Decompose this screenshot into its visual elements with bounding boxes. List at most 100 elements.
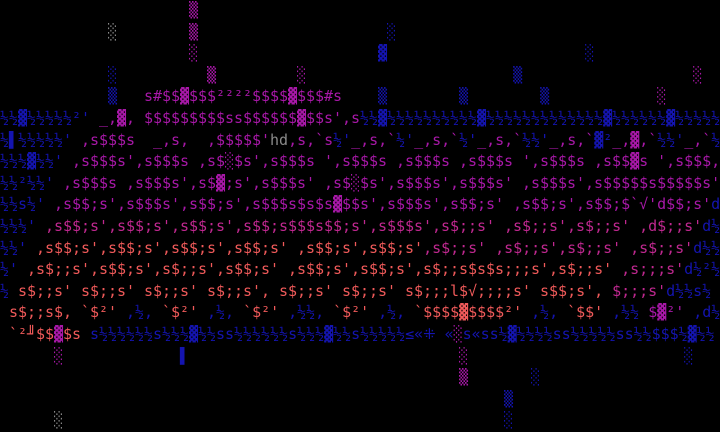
ascii-art-segment: ░	[387, 44, 595, 63]
ascii-art-segment: ½'	[396, 130, 415, 149]
ascii-art-segment: d	[711, 195, 720, 214]
ascii-art-row: ░ ▒ ░ ▒ ░	[0, 65, 702, 87]
ascii-art-row: ½ s$;;s' s$;;s' s$;;s' s$;;s', s$;;s' s$…	[0, 281, 711, 303]
ascii-art-segment: d½½s½	[666, 281, 712, 300]
ascii-art-segment: `$$$$▓$$$$²'	[405, 303, 523, 322]
ascii-art-segment: s#$$▓$$$²²²²$$$$▓$$$#s	[144, 87, 343, 106]
ascii-art-segment: d½	[702, 217, 720, 235]
ascii-art-segment: _,s,`	[414, 130, 460, 149]
ascii-art-segment: ½'	[459, 130, 478, 149]
ascii-art-segment: ░	[468, 368, 541, 387]
ascii-art-segment: ½	[0, 281, 10, 300]
ascii-art-segment: ▓	[54, 325, 64, 343]
ascii-art-row: ░ ▓ ░	[0, 43, 594, 65]
ascii-art-row: `²╜$$▓$s s½½½½½½s½½½▓½½ss½½½½½½s½½½▓½½s½…	[0, 324, 715, 346]
ascii-art-segment: ░	[522, 65, 703, 84]
ascii-art-row: ½½½▓½½' ,s$$$s',s$$$s ,s$░$s',s$$$s ',s$…	[0, 151, 720, 173]
ascii-art-segment: ½½²½½'	[0, 173, 55, 192]
ascii-art-segment: hd	[270, 130, 289, 149]
ascii-art-segment: ▒	[468, 87, 595, 106]
ascii-art-segment: ½½'	[657, 130, 685, 149]
ascii-art-segment: _,▓,`	[612, 130, 658, 149]
ascii-art-segment: ½½½'	[0, 217, 37, 235]
ascii-art-row: ▒ s#$$▓$$$²²²²$$$$▓$$$#s ▒ ▒ ▒ ░	[0, 86, 666, 108]
ascii-art-segment: ,s,`s	[288, 130, 334, 149]
ascii-art-segment: s«ss½▓½½½½ss½½½½½ss½½$$$½▓½½	[462, 325, 715, 343]
ascii-art-segment: d½²½	[684, 260, 720, 279]
ascii-art-segment: ,s$;;s' ,s$;;s',s$;;s' ,s$;;s'	[423, 238, 694, 257]
ascii-art-segment: ,½,	[117, 303, 154, 322]
ascii-art-segment: _,s,`	[549, 130, 595, 149]
ascii-art-row: ½½²½½' ,s$$$s ,s$$$s',s$▓;s',s$$$s' ,s$░…	[0, 173, 720, 195]
ascii-art-segment: $▓²'	[639, 303, 685, 322]
ascii-art-segment: ░	[198, 22, 397, 41]
ascii-art-segment: ▌	[63, 346, 190, 365]
ascii-art-segment: ,½,	[198, 303, 235, 322]
ascii-art-segment: ▒ ░	[117, 65, 307, 84]
ascii-art-segment: ░	[0, 346, 64, 365]
ascii-art-segment: _,s,`	[351, 130, 397, 149]
ascii-art-segment: ,s$$;s',s$$;s',s$$;s',s$$;s$$$s$$;s',s$$…	[36, 217, 703, 235]
ascii-art-segment: `²╜$$	[0, 325, 55, 343]
ascii-art-segment: ▒	[0, 1, 199, 19]
ascii-art-segment: ▒ ▒	[342, 87, 469, 106]
ascii-art-segment: `$²'	[153, 303, 199, 322]
ascii-art-row: ░ ▒ ░	[0, 22, 396, 44]
ascii-art-segment: ░	[453, 325, 463, 343]
ascii-art-segment: s½½½½½½s½½½▓½½ss½½½½½½s½½½▓½½s½½½½½≤«⁜ «	[81, 325, 454, 343]
ascii-art-row: s$;;s$, `$²' ,½, `$²' ,½, `$²' ,½½, `$²'…	[0, 302, 720, 324]
ascii-art-segment: ½½½▓½½'	[0, 152, 64, 171]
ascii-art-segment: ▒	[0, 87, 145, 106]
ascii-art-segment: ,d½▓½½½	[693, 303, 720, 322]
ascii-art-segment: ,s$$;s',s$$;s',s$$;s',s$$;s' ,s$$;s',s$$…	[27, 238, 424, 257]
ascii-art-segment: ½½▓½½½½½½½½½½▓½½½½½½½½½½½½½▓½½½½½½▓½½½½½…	[360, 109, 720, 127]
ascii-art-segment: ,½,	[522, 303, 559, 322]
ascii-art-segment: ░	[0, 411, 64, 430]
ascii-art-segment: _,`	[684, 130, 712, 149]
ascii-art-segment: ½'	[0, 260, 19, 279]
ascii-art-row: ½' ,s$;;s',s$$;s',s$;;s',s$$;s' ,s$$;s',…	[0, 259, 720, 281]
ascii-art-segment: ½	[711, 130, 720, 149]
ascii-art-row: ½½' ,s$$;s',s$$;s',s$$;s',s$$;s' ,s$$;s'…	[0, 238, 720, 260]
ascii-art-row: ½½½' ,s$$;s',s$$;s',s$$;s',s$$;s$$$s$$;s…	[0, 216, 720, 238]
ascii-art-row: ▒	[0, 0, 198, 22]
ascii-art-segment: ,½,	[369, 303, 406, 322]
ascii-art-segment: ,½½	[603, 303, 640, 322]
ascii-art-row: ░ ░	[0, 410, 513, 432]
ascii-art-segment: ,s;;;s'	[612, 260, 685, 279]
ascii-art-row: ½½s½' ,s$$;s',s$$$s',s$$;s',s$$$s$s$s▓$$…	[0, 194, 720, 216]
ascii-art-segment: ░	[63, 411, 514, 430]
ascii-art-segment: s$;;s$, `$²'	[0, 303, 118, 322]
ascii-art-segment: ▒	[117, 22, 199, 41]
ascii-art-segment: ▒	[0, 389, 514, 408]
ascii-art-segment: `$²'	[234, 303, 280, 322]
ascii-art-segment: ▓²	[594, 130, 613, 149]
ascii-art-segment: ▒	[306, 65, 523, 84]
ascii-art-segment: ,s$$$s',s$$$s ,s$░$s',s$$$s ',s$$$s ,s$$…	[63, 152, 720, 171]
ascii-art-segment: ½½'	[522, 130, 550, 149]
ascii-art-segment: ½▌½½½½½'	[0, 130, 73, 149]
ascii-art-segment: $s	[63, 325, 82, 343]
ascii-art-segment: $;;;s'	[603, 281, 667, 300]
ascii-art-row: ▒	[0, 389, 513, 411]
ascii-art-segment: ▓	[198, 44, 388, 63]
ascii-art-segment: ▒	[0, 368, 469, 387]
ascii-art-segment: ░	[0, 44, 199, 63]
ascii-art-segment: ░	[468, 346, 694, 365]
ascii-art-segment: ░	[594, 87, 667, 106]
ascii-art-segment: ½'	[333, 130, 352, 149]
ascii-art-segment: ,s$$$s ,s$$$s',s$▓;s',s$$$s' ,s$░$s',s$$…	[54, 173, 720, 192]
ascii-art-segment: ,½½,	[279, 303, 325, 322]
ascii-art-segment: ½½▓½½½½½²'	[0, 109, 91, 127]
ascii-art-segment: s$;;s' s$;;s' s$;;s' s$;;s', s$;;s' s$;;…	[9, 281, 604, 300]
ascii-art-segment: ░	[0, 65, 118, 84]
ascii-art-segment: `$$'	[558, 303, 604, 322]
ascii-art-segment: `$²'	[324, 303, 370, 322]
ascii-art-row: ½½▓½½½½½²' _,▓, $$$$$$$$$ss$$$$$$▓$$s',s…	[0, 108, 720, 130]
ascii-art-segment: ½½s½'	[0, 195, 46, 214]
ascii-art-segment: ,s$$$s _,s, ,$$$$$'	[72, 130, 271, 149]
ascii-art-segment: _,s,`	[477, 130, 523, 149]
ascii-art-segment: d½½	[693, 238, 720, 257]
ascii-art-segment: ½½'	[0, 238, 28, 257]
